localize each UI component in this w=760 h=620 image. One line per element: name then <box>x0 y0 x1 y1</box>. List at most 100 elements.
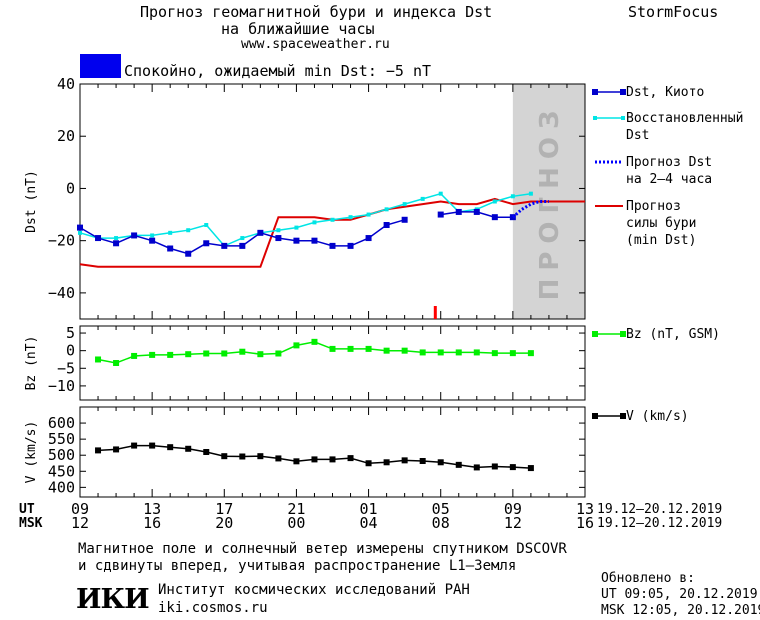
y-tick-label: −40 <box>48 284 75 302</box>
data-point-restored <box>384 207 389 212</box>
data-point-kyoto <box>221 242 228 249</box>
updated-label: Обновлено в: <box>601 571 695 586</box>
data-point-v <box>329 456 336 463</box>
data-point-v <box>455 461 462 468</box>
legend-label-restored: Dst <box>626 128 649 143</box>
legend-label-storm: силы бури <box>626 216 696 231</box>
data-point-kyoto <box>293 237 300 244</box>
data-point-v <box>203 449 210 455</box>
data-point-restored <box>330 217 335 222</box>
data-point-v <box>257 453 264 460</box>
data-point-v <box>131 442 138 449</box>
data-point-bz <box>221 350 228 357</box>
data-point-bz <box>437 349 444 356</box>
ut-tick-label: 13 <box>143 500 161 518</box>
msk-date-range: 19.12–20.12.2019 <box>597 516 723 531</box>
plot-frame-bz <box>79 325 586 401</box>
data-point-kyoto <box>329 242 336 249</box>
y-tick-label: −10 <box>48 377 75 395</box>
msk-tick-label: 12 <box>71 514 89 532</box>
series-line-bz <box>97 341 531 364</box>
institute-name: Институт космических исследований РАН <box>158 582 470 598</box>
legend-label-restored: Восстановленный <box>626 111 743 126</box>
legend-label-forecast: на 2–4 часа <box>626 172 712 187</box>
iki-logo: ИКИ <box>76 584 150 615</box>
data-point-kyoto <box>347 242 354 249</box>
updated-ut: UT 09:05, 20.12.2019 <box>601 587 758 602</box>
data-point-kyoto <box>131 232 138 239</box>
data-point-bz <box>275 350 282 357</box>
series-v <box>95 442 534 472</box>
data-point-v <box>311 456 318 463</box>
msk-tick-label: 04 <box>360 514 378 532</box>
series-kyoto <box>77 208 516 257</box>
data-point-restored <box>438 191 443 196</box>
data-point-v <box>491 463 498 470</box>
data-point-bz <box>491 350 498 357</box>
data-point-kyoto <box>77 224 83 231</box>
data-point-kyoto <box>275 235 282 242</box>
data-point-v <box>347 455 354 462</box>
legend-label-kyoto: Dst, Киото <box>626 85 704 100</box>
data-point-bz <box>257 351 264 358</box>
legend-marker-v <box>592 413 598 419</box>
note-line2: и сдвинуты вперед, учитывая распростране… <box>78 558 517 574</box>
series-storm <box>79 197 585 268</box>
ut-tick-label: 01 <box>360 500 378 518</box>
data-point-v <box>293 458 300 465</box>
data-point-bz <box>311 338 318 345</box>
legend-marker-restored <box>621 116 625 120</box>
data-point-bz <box>401 347 408 354</box>
legend-marker-bz <box>592 331 598 337</box>
data-point-kyoto <box>383 222 390 228</box>
data-point-v <box>401 457 408 464</box>
ut-tick-label: 17 <box>215 500 233 518</box>
data-point-bz <box>365 345 372 352</box>
legend-label-storm: Прогноз <box>626 199 681 214</box>
data-point-kyoto <box>167 245 174 252</box>
data-point-bz <box>167 351 174 358</box>
data-point-kyoto <box>491 214 498 221</box>
data-point-v <box>185 445 192 452</box>
data-point-restored <box>492 199 497 204</box>
data-point-bz <box>95 356 102 363</box>
y-tick-label: 40 <box>57 75 75 93</box>
data-point-restored <box>150 233 155 238</box>
data-point-v <box>113 446 120 453</box>
msk-tick-label: 08 <box>432 514 450 532</box>
data-point-kyoto <box>401 216 408 223</box>
y-tick-label: 500 <box>48 446 75 464</box>
data-point-v <box>221 453 228 460</box>
y-tick-label: 550 <box>48 430 75 448</box>
data-point-bz <box>473 349 480 356</box>
data-point-v <box>275 455 282 462</box>
legend-label-bz: Bz (nT, GSM) <box>626 327 720 342</box>
data-point-bz <box>203 350 210 357</box>
data-point-bz <box>383 347 390 354</box>
data-point-bz <box>239 348 246 355</box>
data-point-bz <box>509 350 516 357</box>
msk-tick-label: 20 <box>215 514 233 532</box>
data-point-bz <box>347 345 354 352</box>
ut-tick-label: 09 <box>504 500 522 518</box>
y-axis-label: V (km/s) <box>24 421 39 484</box>
msk-tick-label: 12 <box>504 514 522 532</box>
data-point-kyoto <box>95 235 102 242</box>
legend-label-v: V (km/s) <box>626 409 689 424</box>
data-point-kyoto <box>113 240 120 247</box>
series-restored <box>78 191 533 248</box>
website-link[interactable]: www.spaceweather.ru <box>241 37 390 52</box>
data-point-restored <box>186 228 191 233</box>
data-point-bz <box>185 351 192 358</box>
status-color-box <box>80 54 121 78</box>
msk-tick-label: 16 <box>576 514 594 532</box>
data-point-restored <box>366 212 371 217</box>
msk-axis-label: MSK <box>19 516 43 531</box>
data-point-v <box>167 444 174 451</box>
data-point-kyoto <box>239 242 246 249</box>
page-title-line2: на ближайшие часы <box>221 20 375 38</box>
legend-marker-kyoto <box>620 89 626 95</box>
plot-frame-v <box>79 406 586 498</box>
institute-url[interactable]: iki.cosmos.ru <box>158 600 268 616</box>
